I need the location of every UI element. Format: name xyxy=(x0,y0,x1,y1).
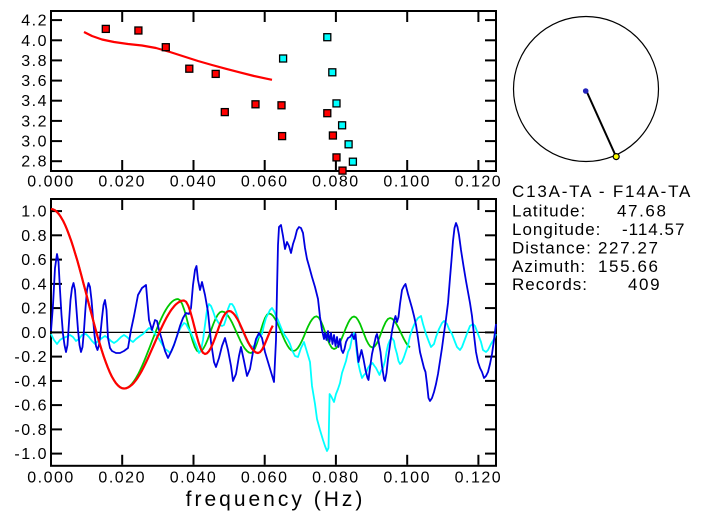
svg-text:0.020: 0.020 xyxy=(98,174,146,191)
svg-text:Distance:: Distance: xyxy=(512,239,592,258)
svg-text:2.8: 2.8 xyxy=(21,154,48,171)
svg-text:0.120: 0.120 xyxy=(455,470,503,487)
svg-text:0.100: 0.100 xyxy=(383,174,431,191)
svg-text:4.0: 4.0 xyxy=(21,33,48,50)
svg-text:-0.4: -0.4 xyxy=(14,373,48,390)
svg-text:0.020: 0.020 xyxy=(98,470,146,487)
svg-text:0.100: 0.100 xyxy=(383,470,431,487)
svg-text:1.0: 1.0 xyxy=(21,204,48,221)
svg-text:-0.8: -0.8 xyxy=(14,422,48,439)
svg-text:3.6: 3.6 xyxy=(21,73,48,90)
svg-text:3.4: 3.4 xyxy=(21,93,48,110)
svg-text:Azimuth:: Azimuth: xyxy=(512,257,586,276)
svg-text:3.0: 3.0 xyxy=(21,134,48,151)
svg-text:0.080: 0.080 xyxy=(312,470,360,487)
svg-text:0.4: 0.4 xyxy=(21,276,48,293)
svg-text:409: 409 xyxy=(628,275,661,294)
svg-text:-1.0: -1.0 xyxy=(14,446,48,463)
svg-text:0.6: 0.6 xyxy=(21,252,48,269)
svg-text:0.040: 0.040 xyxy=(170,174,218,191)
svg-text:3.2: 3.2 xyxy=(21,113,48,130)
svg-text:Latitude:: Latitude: xyxy=(512,202,586,221)
svg-text:Records:: Records: xyxy=(512,275,588,294)
svg-text:0.120: 0.120 xyxy=(455,174,503,191)
svg-text:155.66: 155.66 xyxy=(598,257,660,276)
svg-text:-114.57: -114.57 xyxy=(622,220,685,239)
svg-text:0.000: 0.000 xyxy=(27,174,75,191)
svg-text:frequency (Hz): frequency (Hz) xyxy=(186,488,366,511)
svg-text:4.2: 4.2 xyxy=(21,13,48,30)
svg-text:0.0: 0.0 xyxy=(21,325,48,342)
svg-text:0.060: 0.060 xyxy=(241,470,289,487)
svg-text:47.68: 47.68 xyxy=(617,202,668,221)
svg-text:Longitude:: Longitude: xyxy=(512,220,601,239)
svg-text:0.060: 0.060 xyxy=(241,174,289,191)
svg-text:0.080: 0.080 xyxy=(312,174,360,191)
svg-text:-0.2: -0.2 xyxy=(14,349,48,366)
svg-text:0.000: 0.000 xyxy=(27,470,75,487)
svg-text:0.8: 0.8 xyxy=(21,228,48,245)
svg-text:C13A-TA - F14A-TA: C13A-TA - F14A-TA xyxy=(512,182,692,201)
svg-text:227.27: 227.27 xyxy=(598,239,660,258)
svg-text:-0.6: -0.6 xyxy=(14,398,48,415)
svg-text:0.040: 0.040 xyxy=(170,470,218,487)
svg-text:0.2: 0.2 xyxy=(21,301,48,318)
svg-text:3.8: 3.8 xyxy=(21,53,48,70)
